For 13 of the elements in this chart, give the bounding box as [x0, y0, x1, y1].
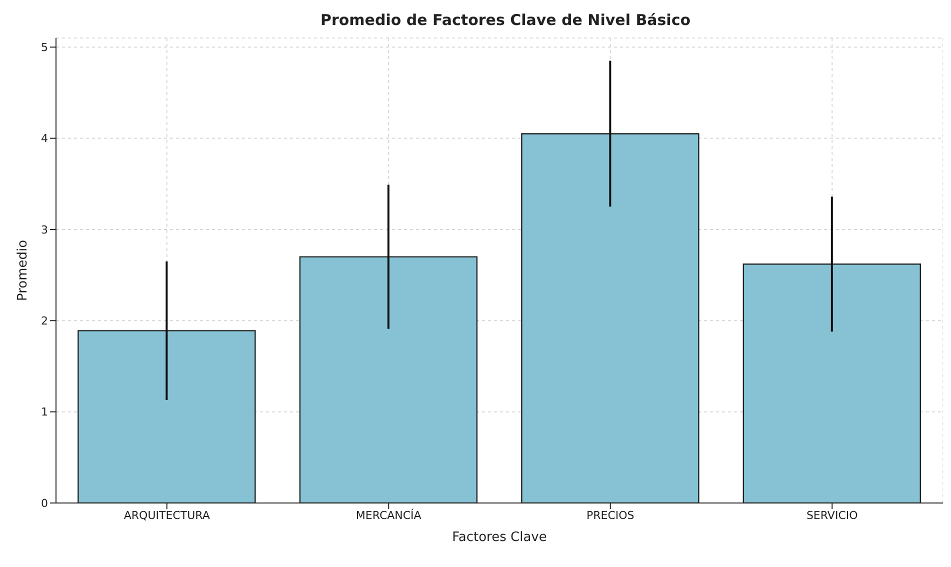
y-tick-label: 5 [41, 41, 48, 54]
y-tick-label: 1 [41, 406, 48, 419]
x-tick-label: SERVICIO [806, 508, 858, 522]
x-tick-label: ARQUITECTURA [124, 508, 210, 522]
x-tick-label: PRECIOS [586, 508, 634, 522]
y-tick-label: 0 [41, 496, 48, 510]
y-axis-title: Promedio [16, 240, 31, 302]
y-tick-label: 3 [41, 223, 48, 236]
x-tick-label: MERCANCÍA [356, 508, 422, 522]
y-tick-label: 2 [41, 314, 48, 328]
x-axis-title: Factores Clave [452, 530, 547, 545]
chart-title: Promedio de Factores Clave de Nivel Básico [319, 10, 692, 31]
y-tick-label: 4 [41, 132, 48, 146]
